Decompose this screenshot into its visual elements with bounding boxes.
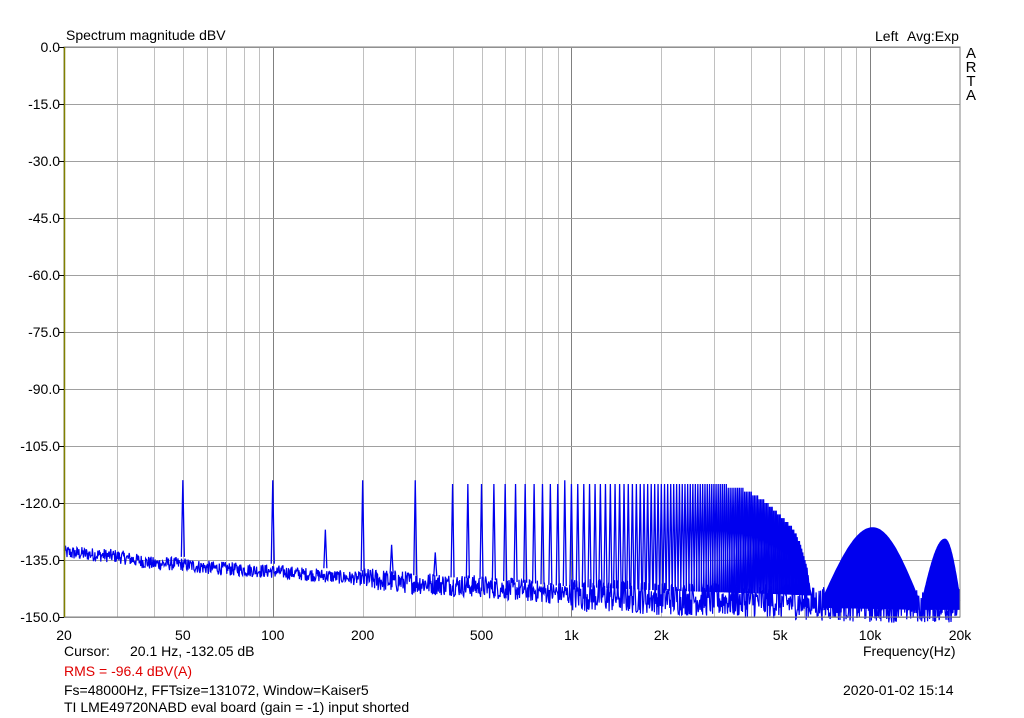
x-tick-label: 2k bbox=[654, 627, 670, 643]
y-tick-label: -120.0 bbox=[20, 495, 60, 511]
brand-letter: R bbox=[965, 59, 977, 76]
harmonic-peak bbox=[682, 483, 688, 592]
harmonic-peak bbox=[360, 480, 365, 572]
cursor-label: Cursor: bbox=[64, 643, 110, 659]
harmonic-peak bbox=[592, 483, 598, 588]
harmonic-peak bbox=[323, 529, 328, 569]
harmonic-peak bbox=[668, 483, 673, 591]
y-tick-label: -15.0 bbox=[28, 96, 60, 112]
harmonic-peak bbox=[772, 510, 778, 595]
harmonic-peak bbox=[638, 483, 643, 590]
cursor-value: 20.1 Hz, -132.05 dB bbox=[130, 643, 255, 659]
y-tick-label: -30.0 bbox=[28, 153, 60, 169]
noise-hump bbox=[823, 527, 919, 610]
harmonic-peak bbox=[581, 483, 586, 588]
brand-letter: T bbox=[966, 73, 976, 90]
x-tick-label: 10k bbox=[859, 627, 883, 643]
harmonic-peak bbox=[270, 480, 275, 564]
harmonic-peak bbox=[674, 483, 679, 591]
averaging-label: Avg:Exp bbox=[907, 28, 959, 44]
harmonic-peak bbox=[617, 483, 622, 589]
x-tick-label: 20k bbox=[949, 627, 973, 643]
harmonic-peak bbox=[804, 567, 810, 596]
harmonic-peak bbox=[513, 483, 518, 582]
harmonic-peak bbox=[523, 483, 528, 583]
y-tick-label: -135.0 bbox=[20, 552, 60, 568]
harmonic-peak bbox=[180, 480, 186, 557]
harmonic-peak bbox=[612, 483, 618, 589]
harmonic-peak bbox=[503, 483, 508, 582]
harmonic-peak bbox=[808, 588, 813, 596]
harmonic-peak bbox=[569, 483, 574, 587]
harmonic-peak bbox=[562, 480, 567, 587]
harmonic-peak bbox=[465, 483, 471, 579]
harmonic-peak bbox=[641, 483, 647, 590]
x-tick-label: 20 bbox=[56, 627, 72, 643]
y-tick-label: 0.0 bbox=[41, 39, 61, 55]
brand-letter: A bbox=[965, 87, 976, 104]
x-tick-label: 1k bbox=[564, 627, 580, 643]
harmonic-peak bbox=[587, 483, 592, 588]
harmonic-peak bbox=[433, 552, 438, 577]
harmonic-peak bbox=[450, 483, 455, 578]
harmonic-peak bbox=[671, 483, 676, 591]
harmonic-peak bbox=[598, 483, 603, 588]
y-tick-label: -150.0 bbox=[20, 609, 60, 625]
channel-label: Left bbox=[875, 28, 899, 44]
harmonic-peak bbox=[491, 483, 497, 581]
harmonic-peak bbox=[680, 483, 685, 592]
harmonic-peak bbox=[655, 483, 661, 591]
harmonic-peak bbox=[608, 483, 613, 589]
measurement-description: TI LME49720NABD eval board (gain = -1) i… bbox=[64, 699, 410, 715]
harmonic-peak bbox=[621, 483, 627, 589]
harmonic-peak bbox=[603, 483, 608, 589]
harmonic-peak bbox=[413, 480, 418, 576]
harmonic-peak bbox=[662, 483, 667, 591]
x-tick-label: 5k bbox=[773, 627, 789, 643]
harmonic-peak bbox=[659, 483, 664, 591]
timestamp: 2020-01-02 15:14 bbox=[843, 682, 954, 698]
spectrum-trace bbox=[63, 480, 961, 623]
measurement-params: Fs=48000Hz, FFTsize=131072, Window=Kaise… bbox=[64, 682, 369, 698]
y-tick-label: -45.0 bbox=[28, 210, 60, 226]
harmonic-peak bbox=[677, 483, 682, 591]
harmonic-peak bbox=[389, 544, 394, 574]
harmonic-peak bbox=[479, 483, 484, 580]
x-tick-label: 200 bbox=[351, 627, 375, 643]
noise-hump bbox=[922, 538, 961, 610]
harmonic-peak bbox=[626, 483, 631, 590]
harmonic-peak bbox=[665, 483, 670, 591]
x-tick-label: 100 bbox=[261, 627, 285, 643]
harmonic-peak bbox=[652, 483, 657, 591]
y-tick-label: -105.0 bbox=[20, 438, 60, 454]
chart-title: Spectrum magnitude dBV bbox=[66, 27, 226, 43]
rms-readout: RMS = -96.4 dBV(A) bbox=[64, 663, 192, 679]
x-tick-label: 500 bbox=[470, 627, 494, 643]
harmonic-peak bbox=[548, 483, 553, 585]
harmonic-peak bbox=[634, 483, 639, 590]
harmonic-peak bbox=[649, 483, 654, 590]
harmonic-peak bbox=[630, 483, 635, 590]
brand-letter: A bbox=[965, 45, 976, 62]
harmonic-peak bbox=[555, 483, 560, 586]
harmonic-peak bbox=[575, 483, 580, 587]
y-tick-label: -75.0 bbox=[28, 324, 60, 340]
harmonic-peak bbox=[645, 483, 650, 590]
y-tick-label: -60.0 bbox=[28, 267, 60, 283]
x-tick-label: 50 bbox=[175, 627, 191, 643]
harmonic-peak bbox=[531, 483, 537, 584]
y-tick-label: -90.0 bbox=[28, 381, 60, 397]
x-axis-label: Frequency(Hz) bbox=[863, 643, 956, 659]
noise-floor-trace bbox=[63, 545, 961, 623]
harmonic-peak bbox=[540, 483, 545, 585]
